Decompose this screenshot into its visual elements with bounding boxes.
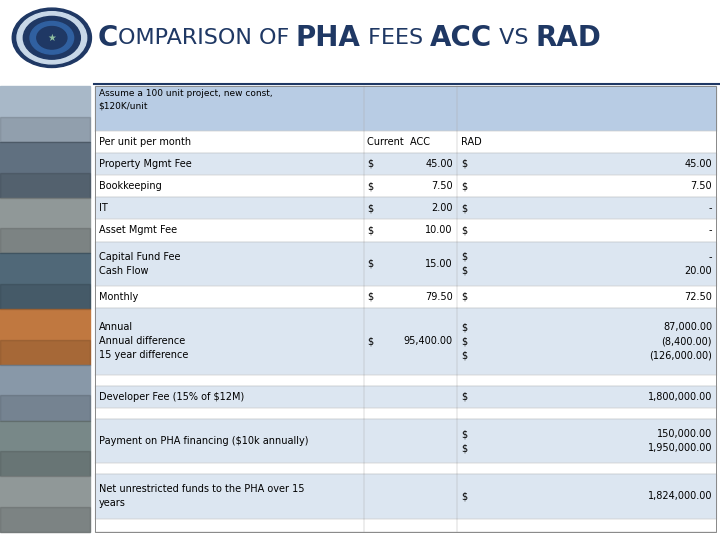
Bar (0, 395, 90, 421)
Bar (0, 309, 90, 365)
Text: -: - (708, 203, 712, 213)
Text: RAD: RAD (536, 24, 602, 52)
Text: 15.00: 15.00 (426, 259, 453, 269)
Text: IT: IT (99, 203, 107, 213)
Bar (0, 198, 90, 253)
Text: 45.00: 45.00 (685, 159, 712, 169)
Text: F: F (361, 28, 381, 48)
Bar (95, 153, 716, 175)
Text: OMPARISON OF: OMPARISON OF (117, 28, 296, 48)
Text: Assume a 100 unit project, new const,
$120K/unit: Assume a 100 unit project, new const, $1… (99, 89, 272, 110)
Bar (0, 451, 90, 476)
Text: 95,400.00: 95,400.00 (404, 336, 453, 346)
Bar (0, 253, 90, 309)
Bar (95, 86, 716, 131)
Bar (95, 408, 716, 419)
Text: Asset Mgmt Fee: Asset Mgmt Fee (99, 226, 177, 235)
Bar (0, 142, 90, 198)
Text: 2.00: 2.00 (431, 203, 453, 213)
Circle shape (23, 16, 81, 59)
Text: Bookkeeping: Bookkeeping (99, 181, 161, 191)
Text: 10.00: 10.00 (426, 226, 453, 235)
Bar (0, 421, 90, 476)
Text: ★: ★ (48, 33, 56, 43)
Bar (95, 197, 716, 219)
Text: 7.50: 7.50 (690, 181, 712, 191)
Text: ACC: ACC (430, 24, 492, 52)
Text: $: $ (461, 159, 467, 169)
Text: PHA: PHA (296, 24, 361, 52)
Text: -: - (708, 226, 712, 235)
Text: VS: VS (492, 28, 536, 48)
Text: Monthly: Monthly (99, 292, 138, 302)
Text: $: $ (461, 181, 467, 191)
Text: Developer Fee (15% of $12M): Developer Fee (15% of $12M) (99, 392, 244, 402)
Circle shape (17, 12, 86, 64)
Text: $: $ (367, 292, 374, 302)
Text: 45.00: 45.00 (426, 159, 453, 169)
Bar (95, 241, 716, 286)
Text: Net unrestricted funds to the PHA over 15
years: Net unrestricted funds to the PHA over 1… (99, 484, 304, 509)
Bar (95, 518, 716, 532)
Text: $: $ (367, 259, 374, 269)
Text: $: $ (461, 203, 467, 213)
Text: Property Mgmt Fee: Property Mgmt Fee (99, 159, 192, 169)
Text: $: $ (461, 226, 467, 235)
Bar (0, 340, 90, 365)
Bar (0, 117, 90, 142)
Bar (0, 284, 90, 309)
Bar (95, 219, 716, 241)
Bar (95, 308, 716, 375)
Bar (0, 476, 90, 532)
Text: -
20.00: - 20.00 (685, 252, 712, 276)
Text: $: $ (367, 336, 374, 346)
Circle shape (30, 22, 73, 54)
Text: $: $ (461, 491, 467, 502)
Bar (95, 375, 716, 386)
Bar (95, 175, 716, 197)
Bar (0, 173, 90, 198)
Bar (0, 507, 90, 532)
Bar (0, 365, 90, 421)
Bar (95, 131, 716, 153)
Text: Payment on PHA financing ($10k annually): Payment on PHA financing ($10k annually) (99, 436, 308, 446)
Bar (95, 86, 716, 532)
Text: $: $ (367, 159, 374, 169)
Text: $
$: $ $ (461, 252, 467, 276)
Bar (95, 386, 716, 408)
Text: $: $ (367, 203, 374, 213)
Text: 79.50: 79.50 (425, 292, 453, 302)
Bar (95, 419, 716, 463)
Text: $: $ (461, 292, 467, 302)
Bar (95, 463, 716, 474)
Text: Current  ACC: Current ACC (367, 137, 431, 147)
Text: RAD: RAD (461, 137, 482, 147)
Text: 150,000.00
1,950,000.00: 150,000.00 1,950,000.00 (647, 429, 712, 453)
Text: Capital Fund Fee
Cash Flow: Capital Fund Fee Cash Flow (99, 252, 180, 276)
Text: 1,824,000.00: 1,824,000.00 (647, 491, 712, 502)
Text: Annual
Annual difference
15 year difference: Annual Annual difference 15 year differe… (99, 322, 188, 360)
Text: 1,800,000.00: 1,800,000.00 (648, 392, 712, 402)
Text: 72.50: 72.50 (684, 292, 712, 302)
Text: $: $ (367, 226, 374, 235)
Text: $
$: $ $ (461, 429, 467, 453)
Text: 7.50: 7.50 (431, 181, 453, 191)
Text: EES: EES (381, 28, 430, 48)
Bar (0, 86, 90, 142)
Circle shape (37, 26, 67, 49)
Text: Per unit per month: Per unit per month (99, 137, 191, 147)
Text: C: C (97, 24, 117, 52)
Bar (0, 228, 90, 253)
Circle shape (12, 8, 91, 68)
Text: 87,000.00
(8,400.00)
(126,000.00): 87,000.00 (8,400.00) (126,000.00) (649, 322, 712, 360)
Bar (95, 474, 716, 518)
Bar (95, 286, 716, 308)
Text: $: $ (461, 392, 467, 402)
Text: $
$
$: $ $ $ (461, 322, 467, 360)
Text: $: $ (367, 181, 374, 191)
